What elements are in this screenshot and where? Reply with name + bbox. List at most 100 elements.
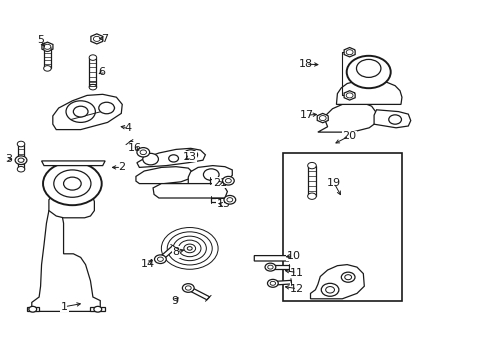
- Bar: [282, 153, 402, 301]
- Circle shape: [183, 150, 197, 160]
- Circle shape: [89, 84, 97, 90]
- Circle shape: [344, 275, 351, 280]
- Circle shape: [307, 193, 316, 199]
- Text: 11: 11: [289, 267, 303, 278]
- Circle shape: [66, 101, 95, 122]
- Circle shape: [187, 247, 192, 250]
- Polygon shape: [310, 265, 364, 299]
- Circle shape: [264, 263, 275, 271]
- Circle shape: [319, 116, 325, 121]
- Circle shape: [140, 150, 146, 155]
- Circle shape: [341, 272, 354, 282]
- Text: 9: 9: [171, 296, 178, 306]
- Circle shape: [161, 228, 218, 269]
- Circle shape: [15, 156, 27, 165]
- Polygon shape: [344, 91, 354, 100]
- Circle shape: [17, 141, 25, 147]
- Polygon shape: [136, 167, 193, 184]
- Circle shape: [154, 255, 166, 264]
- Text: 18: 18: [298, 59, 312, 69]
- Polygon shape: [336, 80, 401, 104]
- Circle shape: [178, 240, 201, 257]
- Text: 7: 7: [101, 33, 107, 44]
- Polygon shape: [90, 307, 105, 311]
- Polygon shape: [272, 280, 291, 285]
- Circle shape: [225, 179, 231, 183]
- Circle shape: [99, 102, 114, 114]
- Polygon shape: [186, 287, 209, 300]
- Circle shape: [43, 162, 102, 205]
- Circle shape: [222, 176, 234, 185]
- Text: 20: 20: [342, 131, 355, 141]
- Circle shape: [43, 46, 51, 51]
- Circle shape: [89, 55, 97, 60]
- Text: 13: 13: [183, 152, 196, 162]
- Polygon shape: [41, 161, 105, 166]
- Text: 6: 6: [98, 67, 105, 77]
- Polygon shape: [344, 48, 354, 57]
- Polygon shape: [317, 113, 327, 123]
- Polygon shape: [209, 179, 228, 183]
- Circle shape: [185, 286, 191, 290]
- Text: 1: 1: [61, 302, 68, 312]
- Circle shape: [269, 282, 275, 285]
- Circle shape: [173, 236, 206, 261]
- Polygon shape: [254, 256, 290, 261]
- Polygon shape: [44, 49, 51, 68]
- Text: 12: 12: [290, 284, 304, 294]
- Polygon shape: [42, 42, 53, 51]
- Polygon shape: [317, 103, 376, 132]
- Polygon shape: [137, 148, 205, 167]
- Circle shape: [203, 169, 219, 180]
- Circle shape: [183, 244, 195, 253]
- Circle shape: [137, 148, 149, 157]
- Circle shape: [43, 66, 51, 71]
- Circle shape: [356, 59, 380, 77]
- Polygon shape: [91, 34, 102, 44]
- Circle shape: [267, 279, 278, 287]
- Polygon shape: [32, 205, 100, 311]
- Text: 15: 15: [217, 199, 230, 210]
- Circle shape: [325, 287, 334, 293]
- Circle shape: [73, 106, 88, 117]
- Polygon shape: [270, 265, 288, 269]
- Circle shape: [388, 115, 401, 124]
- Circle shape: [93, 36, 100, 41]
- Circle shape: [142, 153, 158, 165]
- Circle shape: [321, 283, 338, 296]
- Polygon shape: [27, 307, 39, 311]
- Circle shape: [94, 306, 102, 312]
- Polygon shape: [158, 246, 176, 260]
- Circle shape: [44, 44, 51, 49]
- Polygon shape: [49, 186, 94, 218]
- Circle shape: [346, 56, 390, 88]
- Text: 21: 21: [213, 178, 226, 188]
- Polygon shape: [211, 198, 229, 202]
- Circle shape: [17, 166, 25, 172]
- Polygon shape: [89, 58, 96, 87]
- Polygon shape: [18, 144, 24, 169]
- Text: 5: 5: [37, 35, 44, 45]
- Circle shape: [63, 177, 81, 190]
- Circle shape: [157, 257, 163, 261]
- Circle shape: [307, 162, 316, 169]
- Text: 17: 17: [300, 110, 313, 120]
- Text: 10: 10: [286, 251, 300, 261]
- Text: 14: 14: [141, 258, 154, 269]
- Text: 3: 3: [5, 154, 12, 164]
- Circle shape: [346, 50, 352, 55]
- Polygon shape: [188, 166, 232, 184]
- Circle shape: [18, 158, 24, 162]
- Circle shape: [167, 232, 212, 265]
- Text: 16: 16: [127, 143, 141, 153]
- Text: 4: 4: [124, 123, 131, 133]
- Text: 19: 19: [326, 178, 340, 188]
- Circle shape: [346, 93, 352, 98]
- Polygon shape: [127, 141, 145, 154]
- Circle shape: [29, 306, 37, 312]
- Circle shape: [224, 195, 235, 204]
- Polygon shape: [153, 184, 227, 198]
- Circle shape: [182, 284, 194, 292]
- Polygon shape: [373, 110, 410, 128]
- Circle shape: [54, 170, 91, 197]
